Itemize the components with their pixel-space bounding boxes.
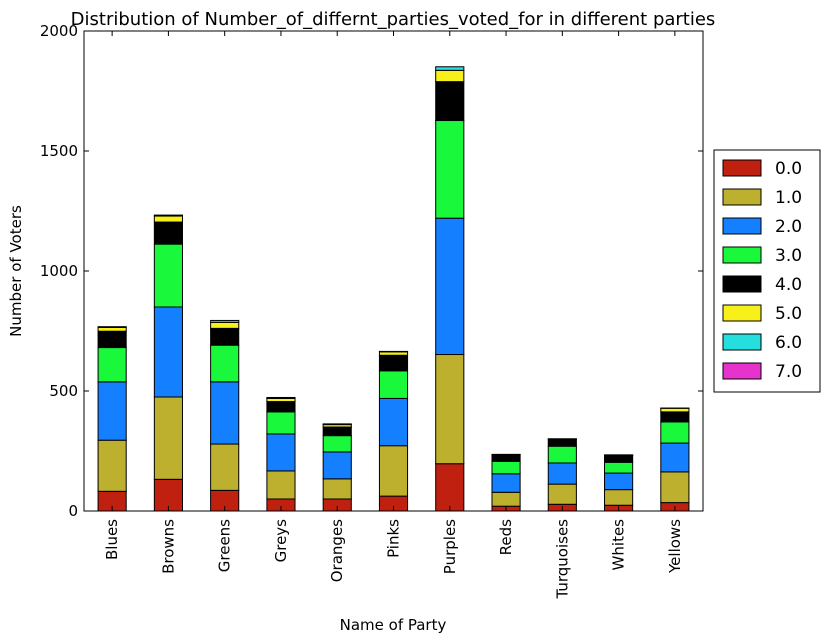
bar-oranges-series-3-0 (322, 435, 352, 453)
bar-blues-series-4-0 (97, 330, 127, 349)
y-tick-label: 500 (49, 382, 78, 400)
bar-whites-series-3-0 (604, 461, 634, 474)
legend: 0.0 1.0 2.0 3.0 4.0 5.0 6.0 7.0 (713, 149, 821, 393)
bar-whites-series-2-0 (604, 472, 634, 491)
legend-swatch-2-0 (722, 217, 762, 235)
bar-browns-series-2-0 (153, 306, 183, 398)
legend-label-7-0: 7.0 (775, 362, 802, 382)
bar-greens-series-2-0 (210, 381, 240, 445)
bar-pinks-series-2-0 (378, 397, 409, 447)
bar-reds-series-2-0 (491, 473, 521, 493)
bar-pinks-series-4-0 (378, 354, 409, 372)
legend-swatch-4-0 (722, 275, 762, 293)
legend-swatch-5-0 (722, 304, 762, 322)
axis-ticks-layer: 0 500 1000 1500 2000 Blues Browns Greens Greys Or… (40, 22, 703, 600)
bar-pinks-series-5-0 (378, 351, 409, 356)
bar-greens-series-1-0 (210, 443, 240, 491)
x-tick-label-oranges: Oranges (328, 519, 346, 582)
legend-swatch-0-0 (722, 159, 762, 177)
bars-layer (97, 66, 690, 512)
legend-swatch-1-0 (722, 188, 762, 206)
legend-label-2-0: 2.0 (775, 217, 802, 237)
bar-reds-series-4-0 (491, 454, 521, 462)
legend-label-3-0: 3.0 (775, 246, 802, 266)
bar-blues-series-3-0 (97, 347, 127, 383)
x-tick-label-whites: Whites (610, 519, 628, 571)
x-tick-label-turquoises: Turquoises (553, 519, 571, 600)
x-tick-label-greys: Greys (272, 519, 290, 563)
bar-greens-series-4-0 (210, 327, 240, 346)
bar-greens-series-5-0 (210, 321, 240, 329)
bar-yellows-series-1-0 (660, 471, 690, 504)
bar-yellows-series-3-0 (660, 421, 690, 444)
x-tick-label-purples: Purples (441, 519, 459, 574)
y-tick-label: 0 (68, 502, 78, 520)
legend-label-6-0: 6.0 (775, 333, 802, 353)
bar-purples-series-4-0 (435, 81, 465, 122)
bar-whites-series-1-0 (604, 489, 634, 506)
legend-label-4-0: 4.0 (775, 275, 802, 295)
x-tick-label-pinks: Pinks (385, 519, 403, 558)
y-axis-label: Number of Voters (7, 205, 25, 337)
bar-purples-series-3-0 (435, 120, 465, 219)
bar-greens-series-3-0 (210, 344, 240, 383)
bar-pinks-series-1-0 (378, 445, 409, 497)
bar-turquoises-series-1-0 (547, 483, 577, 505)
bar-oranges-series-6-0 (322, 423, 352, 426)
bar-turquoises-series-2-0 (547, 462, 577, 485)
bar-browns-series-4-0 (153, 221, 183, 245)
bar-oranges-series-4-0 (322, 426, 352, 437)
bar-pinks-series-3-0 (378, 370, 409, 399)
x-tick-label-greens: Greens (216, 519, 234, 572)
chart-title: Distribution of Number_of_differnt_parti… (71, 9, 716, 30)
bar-reds-series-1-0 (491, 491, 521, 507)
bar-greys-series-4-0 (266, 401, 296, 413)
y-tick-label: 1000 (40, 262, 78, 280)
bar-whites-series-4-0 (604, 455, 634, 463)
bar-reds-series-3-0 (491, 460, 521, 475)
bar-purples-series-6-0 (435, 66, 465, 71)
x-tick-label-reds: Reds (497, 519, 515, 555)
legend-label-0-0: 0.0 (775, 159, 802, 179)
bar-purples-series-5-0 (435, 69, 465, 83)
bar-browns-series-1-0 (153, 396, 183, 480)
bar-greys-series-2-0 (266, 433, 296, 472)
bar-browns-series-0-0 (153, 478, 183, 512)
x-tick-label-browns: Browns (159, 519, 177, 574)
legend-swatch-7-0 (722, 362, 762, 380)
legend-label-1-0: 1.0 (775, 188, 802, 208)
bar-browns-series-5-0 (153, 215, 183, 223)
bar-purples-series-2-0 (435, 217, 465, 356)
bar-greys-series-3-0 (266, 411, 296, 435)
legend-swatch-3-0 (722, 246, 762, 264)
x-tick-label-blues: Blues (103, 519, 121, 560)
bar-oranges-series-2-0 (322, 451, 352, 480)
bar-greens-series-6-0 (210, 319, 240, 323)
bar-blues-series-6-0 (97, 326, 127, 328)
x-tick-label-yellows: Yellows (666, 519, 684, 574)
y-tick-label: 1500 (40, 142, 78, 160)
y-tick-label: 2000 (40, 22, 78, 40)
bar-browns-series-6-0 (153, 214, 183, 217)
bar-yellows-series-4-0 (660, 411, 690, 423)
bar-blues-series-2-0 (97, 381, 127, 441)
bar-purples-series-0-0 (435, 463, 465, 512)
bar-yellows-series-2-0 (660, 442, 690, 473)
legend-box (713, 149, 821, 393)
x-axis-label: Name of Party (340, 616, 447, 634)
legend-label-5-0: 5.0 (775, 304, 802, 324)
bar-oranges-series-1-0 (322, 478, 352, 500)
bar-yellows-series-5-0 (660, 407, 690, 413)
bar-browns-series-3-0 (153, 243, 183, 308)
bar-blues-series-5-0 (97, 326, 127, 332)
bar-turquoises-series-4-0 (547, 438, 577, 447)
bar-blues-series-1-0 (97, 439, 127, 492)
bar-purples-series-1-0 (435, 354, 465, 465)
bar-greys-series-1-0 (266, 470, 296, 500)
bar-turquoises-series-3-0 (547, 445, 577, 464)
bar-greys-series-6-0 (266, 396, 296, 399)
legend-swatch-6-0 (722, 333, 762, 351)
